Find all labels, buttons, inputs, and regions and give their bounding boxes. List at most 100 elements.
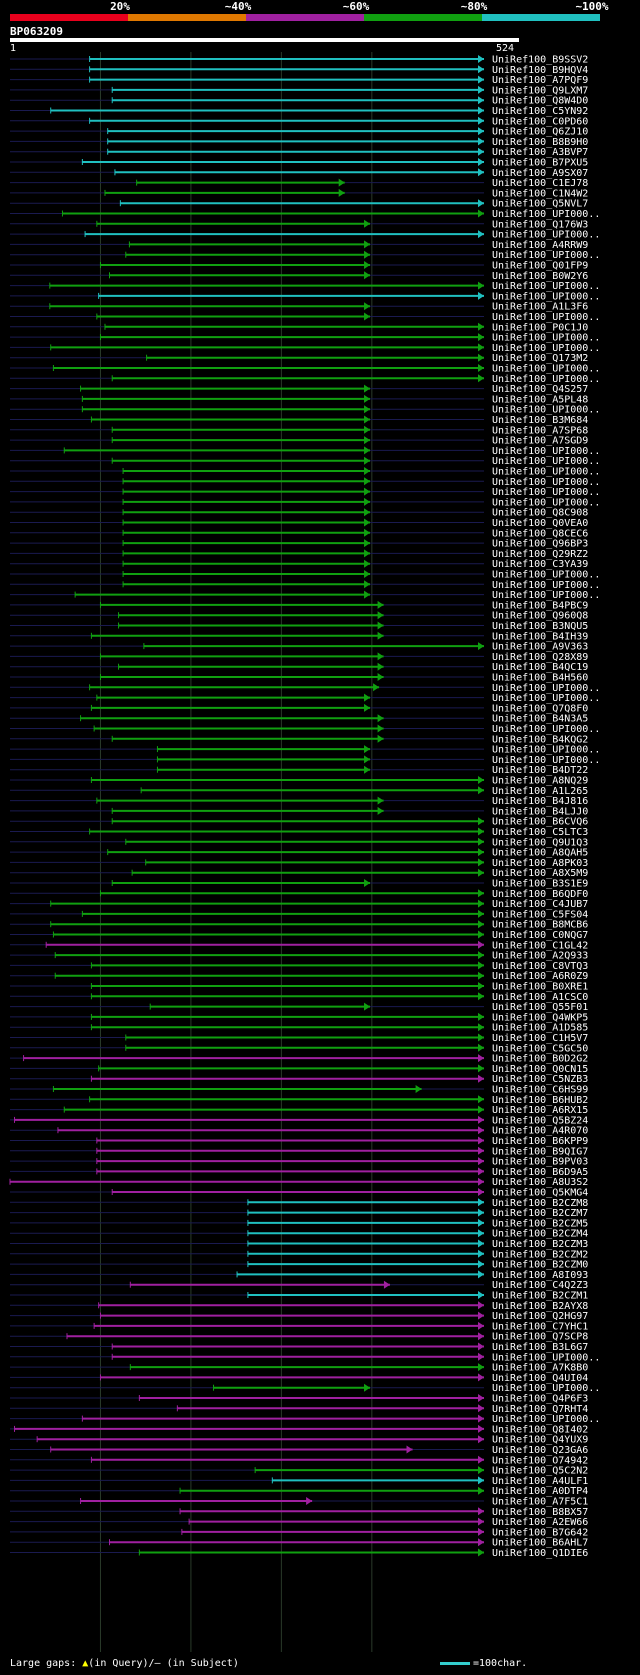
hit-label[interactable]: UniRef100_A7K8B0 <box>492 1363 588 1374</box>
hit-label[interactable]: UniRef100_A6R0Z9 <box>492 971 588 982</box>
hit-label[interactable]: UniRef100_UPI000.. <box>492 364 600 375</box>
hit-label[interactable]: UniRef100_Q4WKP5 <box>492 1012 588 1023</box>
hit-label[interactable]: UniRef100_UPI000.. <box>492 1414 600 1425</box>
hit-label[interactable]: UniRef100_UPI000.. <box>492 487 600 498</box>
hit-label[interactable]: UniRef100_B3M684 <box>492 415 588 426</box>
hit-label[interactable]: UniRef100_B7G642 <box>492 1527 588 1538</box>
hit-label[interactable]: UniRef100_UPI000.. <box>492 467 600 478</box>
hit-label[interactable]: UniRef100_UPI000.. <box>492 683 600 694</box>
hit-label[interactable]: UniRef100_C4Q2Z3 <box>492 1280 588 1291</box>
hit-label[interactable]: UniRef100_C1H5V7 <box>492 1033 588 1044</box>
hit-label[interactable]: UniRef100_Q8I402 <box>492 1424 588 1435</box>
hit-label[interactable]: UniRef100_C4JUB7 <box>492 899 588 910</box>
hit-label[interactable]: UniRef100_B2CZM5 <box>492 1218 588 1229</box>
hit-label[interactable]: UniRef100_B6KPP9 <box>492 1136 588 1147</box>
hit-label[interactable]: UniRef100_B2CZM2 <box>492 1249 588 1260</box>
hit-label[interactable]: UniRef100_B9SSV2 <box>492 55 588 66</box>
hit-label[interactable]: UniRef100_Q1DIE6 <box>492 1548 588 1559</box>
hit-label[interactable]: UniRef100_Q0VEA0 <box>492 518 588 529</box>
hit-label[interactable]: UniRef100_A8U3S2 <box>492 1177 588 1188</box>
hit-label[interactable]: UniRef100_Q6ZJ10 <box>492 127 588 138</box>
hit-label[interactable]: UniRef100_UPI000.. <box>492 456 600 467</box>
hit-label[interactable]: UniRef100_A4R070 <box>492 1126 588 1137</box>
hit-label[interactable]: UniRef100_B2AYX8 <box>492 1301 588 1312</box>
hit-label[interactable]: UniRef100_A6RX15 <box>492 1105 588 1116</box>
hit-label[interactable]: UniRef100_B2CZM3 <box>492 1239 588 1250</box>
hit-label[interactable]: UniRef100_B6CVQ6 <box>492 817 588 828</box>
hit-label[interactable]: UniRef100_A9SX07 <box>492 168 588 179</box>
hit-label[interactable]: UniRef100_B2CZM8 <box>492 1198 588 1209</box>
hit-label[interactable]: UniRef100_Q173M2 <box>492 353 588 364</box>
hit-label[interactable]: UniRef100_Q176W3 <box>492 219 588 230</box>
hit-label[interactable]: UniRef100_UPI000.. <box>492 1383 600 1394</box>
hit-label[interactable]: UniRef100_Q4S257 <box>492 384 588 395</box>
hit-label[interactable]: UniRef100_UPI000.. <box>492 333 600 344</box>
hit-label[interactable]: UniRef100_B0D2G2 <box>492 1054 588 1065</box>
hit-label[interactable]: UniRef100_A3BVP7 <box>492 147 588 158</box>
hit-label[interactable]: UniRef100_Q4P6F3 <box>492 1394 588 1405</box>
hit-label[interactable]: UniRef100_A7SGD9 <box>492 436 588 447</box>
hit-label[interactable]: UniRef100_A0DTP4 <box>492 1486 588 1497</box>
hit-label[interactable]: UniRef100_Q4UI04 <box>492 1373 588 1384</box>
hit-label[interactable]: UniRef100_Q7RHT4 <box>492 1404 588 1415</box>
hit-label[interactable]: UniRef100_C1EJ78 <box>492 178 588 189</box>
hit-label[interactable]: UniRef100_UPI000.. <box>492 343 600 354</box>
hit-label[interactable]: UniRef100_O74942 <box>492 1455 588 1466</box>
hit-label[interactable]: UniRef100_UPI000.. <box>492 374 600 385</box>
hit-label[interactable]: UniRef100_Q28X89 <box>492 652 588 663</box>
hit-label[interactable]: UniRef100_Q29RZ2 <box>492 549 588 560</box>
hit-label[interactable]: UniRef100_Q96BP3 <box>492 539 588 550</box>
hit-label[interactable]: UniRef100_UPI000.. <box>492 497 600 508</box>
hit-label[interactable]: UniRef100_UPI000.. <box>492 755 600 766</box>
hit-label[interactable]: UniRef100_A2EW66 <box>492 1517 588 1528</box>
hit-label[interactable]: UniRef100_C5GC50 <box>492 1043 588 1054</box>
hit-label[interactable]: UniRef100_B2CZM1 <box>492 1291 588 1302</box>
hit-label[interactable]: UniRef100_A7F5C1 <box>492 1497 588 1508</box>
hit-label[interactable]: UniRef100_B6HUB2 <box>492 1095 588 1106</box>
hit-label[interactable]: UniRef100_UPI000.. <box>492 281 600 292</box>
hit-label[interactable]: UniRef100_UPI000.. <box>492 230 600 241</box>
hit-label[interactable]: UniRef100_B9HQV4 <box>492 65 588 76</box>
hit-label[interactable]: UniRef100_UPI000.. <box>492 1352 600 1363</box>
hit-label[interactable]: UniRef100_B0W2Y6 <box>492 271 588 282</box>
hit-label[interactable]: UniRef100_A7SP68 <box>492 425 588 436</box>
hit-label[interactable]: UniRef100_Q5C2N2 <box>492 1466 588 1477</box>
hit-label[interactable]: UniRef100_Q4YUX9 <box>492 1435 588 1446</box>
hit-label[interactable]: UniRef100_UPI000.. <box>492 590 600 601</box>
hit-label[interactable]: UniRef100_B4J816 <box>492 796 588 807</box>
hit-label[interactable]: UniRef100_Q5BZ24 <box>492 1115 588 1126</box>
hit-label[interactable]: UniRef100_UPI000.. <box>492 405 600 416</box>
hit-label[interactable]: UniRef100_B9QIG7 <box>492 1146 588 1157</box>
hit-label[interactable]: UniRef100_UPI000.. <box>492 250 600 261</box>
hit-label[interactable]: UniRef100_A5PL48 <box>492 394 588 405</box>
hit-label[interactable]: UniRef100_B3NQU5 <box>492 621 588 632</box>
hit-label[interactable]: UniRef100_B8BX57 <box>492 1507 588 1518</box>
hit-label[interactable]: UniRef100_B4N3A5 <box>492 714 588 725</box>
hit-label[interactable]: UniRef100_B4DT22 <box>492 765 588 776</box>
hit-label[interactable]: UniRef100_UPI000.. <box>492 209 600 220</box>
hit-label[interactable]: UniRef100_C1GL42 <box>492 940 588 951</box>
hit-label[interactable]: UniRef100_A4RRW9 <box>492 240 588 251</box>
hit-label[interactable]: UniRef100_A8X5M9 <box>492 868 588 879</box>
hit-label[interactable]: UniRef100_Q23GA6 <box>492 1445 588 1456</box>
hit-label[interactable]: UniRef100_Q5NVL7 <box>492 199 588 210</box>
hit-label[interactable]: UniRef100_UPI000.. <box>492 570 600 581</box>
hit-label[interactable]: UniRef100_Q960Q8 <box>492 611 588 622</box>
hit-label[interactable]: UniRef100_UPI000.. <box>492 477 600 488</box>
hit-label[interactable]: UniRef100_UPI000.. <box>492 291 600 302</box>
hit-label[interactable]: UniRef100_C5FS04 <box>492 909 588 920</box>
hit-label[interactable]: UniRef100_B4PBC9 <box>492 600 588 611</box>
hit-label[interactable]: UniRef100_C0NQG7 <box>492 930 588 941</box>
hit-label[interactable]: UniRef100_B4IH39 <box>492 631 588 642</box>
hit-label[interactable]: UniRef100_A8I093 <box>492 1270 588 1281</box>
hit-label[interactable]: UniRef100_C0PD60 <box>492 116 588 127</box>
hit-label[interactable]: UniRef100_C7YHC1 <box>492 1321 588 1332</box>
hit-label[interactable]: UniRef100_C3YA39 <box>492 559 588 570</box>
hit-label[interactable]: UniRef100_UPI000.. <box>492 745 600 756</box>
hit-label[interactable]: UniRef100_Q7Q8F0 <box>492 703 588 714</box>
hit-label[interactable]: UniRef100_B6QDF0 <box>492 889 588 900</box>
hit-label[interactable]: UniRef100_B9PV03 <box>492 1157 588 1168</box>
hit-label[interactable]: UniRef100_A2Q933 <box>492 951 588 962</box>
hit-label[interactable]: UniRef100_A7PQF9 <box>492 75 588 86</box>
hit-label[interactable]: UniRef100_B4QC19 <box>492 662 588 673</box>
